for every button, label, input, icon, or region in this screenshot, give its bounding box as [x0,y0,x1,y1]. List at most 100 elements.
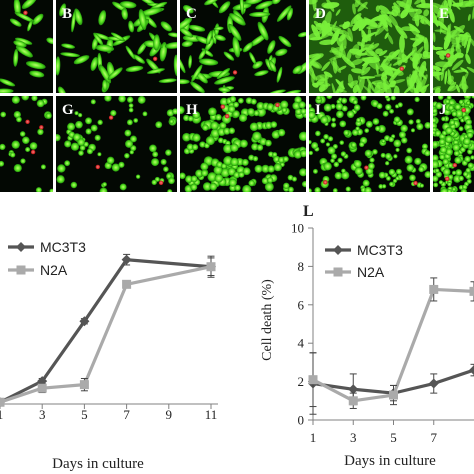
cell-layer [56,0,177,93]
cell [466,37,471,55]
cell [299,149,306,158]
cell [199,58,219,66]
cell [337,157,343,164]
cell [56,56,61,76]
cell [268,89,286,93]
x-tick-label: 11 [205,407,218,422]
cell [389,14,399,28]
micrograph-panel: J [433,96,474,192]
cell [466,131,474,139]
cell [406,164,415,172]
cell [152,151,159,158]
cell [418,166,425,173]
data-point [206,262,216,272]
cell [451,111,458,117]
cell [414,0,425,5]
cell [149,144,157,153]
cell [180,27,194,38]
cell [85,117,92,125]
cell [14,12,35,23]
cell [95,44,115,52]
cell [311,142,319,149]
cell [248,179,255,187]
cell [442,168,451,176]
cell [357,76,365,93]
cell [388,168,396,176]
dead-cell [445,53,451,58]
cell [268,151,274,157]
cell [336,88,347,93]
cell [239,0,245,15]
series [0,257,216,407]
dead-cell [275,102,280,108]
legend-entry: N2A [325,264,385,280]
cell [160,21,172,32]
cell-layer [433,0,474,93]
cell [173,54,177,77]
data-point [469,365,474,376]
cell [49,188,53,192]
cell [466,66,474,76]
cell [188,55,192,69]
cell [433,154,439,162]
cell [455,36,460,50]
cell [383,79,392,93]
cell [409,174,416,182]
cell [433,11,439,27]
cell [393,69,404,76]
cell [454,52,464,58]
cell [218,87,231,93]
cell [137,96,146,104]
cell [314,187,321,192]
cell [327,146,336,155]
cell [332,57,338,74]
legend-entry: MC3T3 [325,242,403,258]
cell [439,54,445,60]
cell [180,54,186,74]
cell-layer [0,96,53,192]
cell [316,96,322,101]
panel-letter: C [186,6,197,22]
cell [257,21,269,41]
cell [321,2,329,8]
cell [168,32,177,38]
cell [238,171,245,178]
cell [342,29,349,35]
cell [434,168,440,173]
cell [339,120,347,128]
cell [362,56,381,63]
cell [334,171,343,180]
cell [77,112,83,118]
cell [128,20,135,33]
y-tick-label: 4 [298,336,305,351]
cell [310,63,319,67]
cell [77,138,85,147]
cell [272,152,278,158]
cell [404,155,413,164]
cell [287,186,294,192]
cell [454,156,462,164]
cell [385,103,392,111]
data-point [37,383,47,393]
cell [267,40,276,54]
cell [22,136,30,145]
cell [458,126,464,132]
cell [223,127,231,135]
cell [433,117,437,124]
cell [286,7,294,21]
cell [458,0,473,8]
cell [309,150,314,156]
cell [313,10,322,19]
cell [200,162,209,171]
cell [187,115,194,122]
cell-layer [309,0,430,93]
cell [418,84,430,92]
series-line [312,287,474,403]
cell [350,12,362,25]
cell [390,96,396,101]
x-tick-label: 1 [0,407,3,422]
cell [21,96,30,101]
cell [437,96,444,100]
dead-cell [95,164,100,170]
cell [442,158,449,165]
